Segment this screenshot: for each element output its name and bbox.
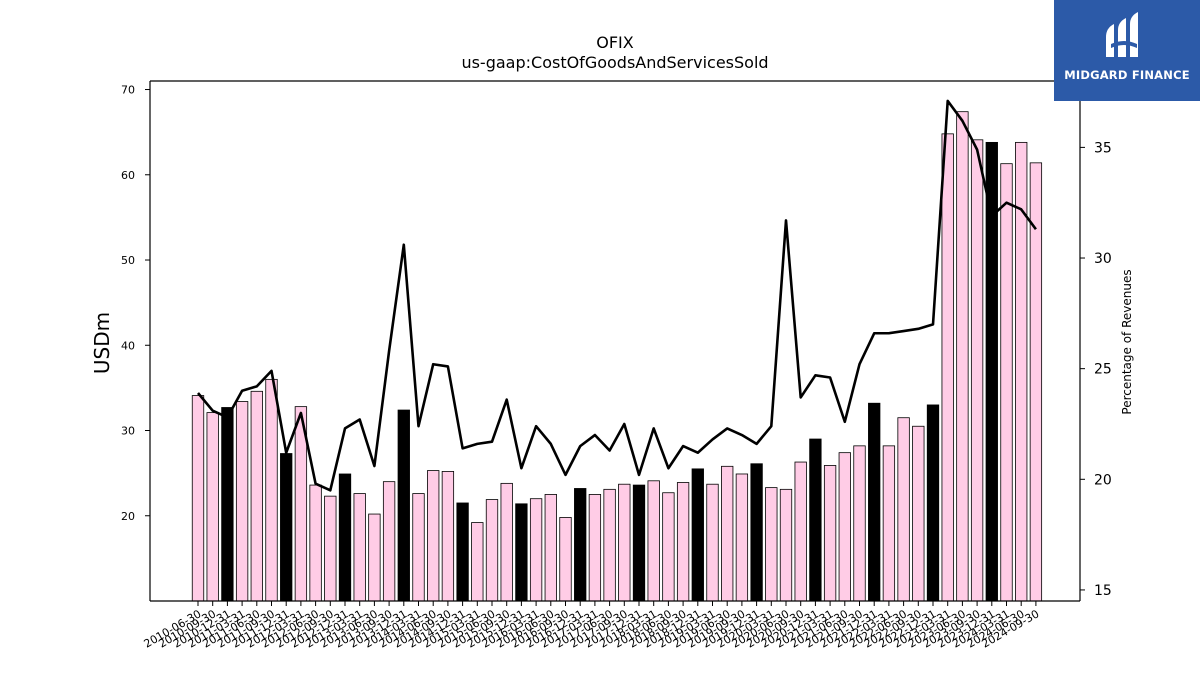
bar-2020-09-30: [794, 461, 807, 602]
bar-2011-12-31: [280, 453, 293, 602]
bar-2013-06-30: [368, 513, 381, 602]
bar-2012-09-30: [324, 495, 337, 602]
bar-2013-09-30: [382, 481, 396, 602]
y-tick-label-right-30: 30: [1094, 251, 1112, 267]
bar-2024-03-31: [1000, 163, 1013, 602]
bar-2022-03-31: [882, 445, 896, 602]
bar-2023-03-31: [941, 133, 954, 602]
bar-2021-09-30: [853, 445, 866, 602]
logo-text: MIDGARD FINANCE: [1064, 68, 1190, 82]
chart-subtitle: us-gaap:CostOfGoodsAndServicesSold: [461, 53, 768, 72]
bar-2020-03-31: [765, 487, 778, 602]
bar-2019-06-30: [721, 465, 734, 602]
y-axis-label-right: Percentage of Revenues: [1120, 269, 1134, 414]
bar-2020-12-31: [809, 438, 822, 602]
bar-2020-06-30: [779, 488, 793, 602]
bar-2021-06-30: [838, 452, 851, 602]
midgard-logo-icon: [1106, 12, 1138, 57]
bar-2017-03-31: [588, 494, 602, 602]
bar-2016-09-30: [559, 517, 572, 602]
bar-2014-09-30: [441, 471, 455, 602]
y-axis-ticks-right: 15 20 25 30 35: [1080, 140, 1112, 599]
bar-2016-12-31: [574, 488, 587, 602]
y-tick-label-right-35: 35: [1094, 140, 1112, 156]
y-axis-label-left: USDm: [90, 312, 114, 374]
chart-title: OFIX: [596, 33, 634, 52]
bar-2012-12-31: [338, 473, 352, 602]
y-tick-label-left-30: 30: [121, 425, 135, 438]
bar-2023-09-30: [970, 139, 984, 602]
bar-2022-06-30: [897, 417, 910, 602]
bar-2016-06-30: [544, 494, 557, 602]
y-axis-ticks-left: 20 30 40 50 60 70: [121, 84, 150, 523]
bar-2015-09-30: [500, 482, 513, 602]
midgard-finance-logo: MIDGARD FINANCE: [1054, 0, 1200, 101]
y-tick-label-left-50: 50: [121, 254, 135, 267]
bar-2016-03-31: [529, 498, 543, 602]
bar-2021-12-31: [868, 402, 881, 602]
y-tick-label-left-20: 20: [121, 510, 135, 523]
bar-2019-09-30: [735, 473, 749, 602]
bar-2018-03-31: [647, 480, 660, 602]
x-axis-ticks: 2010-06-302010-09-302010-12-312011-03-31…: [142, 601, 1041, 651]
bar-series: [191, 111, 1043, 602]
bar-2013-03-31: [353, 493, 366, 602]
y-tick-label-right-25: 25: [1094, 362, 1112, 378]
bar-2017-12-31: [632, 484, 646, 602]
bar-2011-03-31: [235, 401, 249, 602]
y-tick-label-right-20: 20: [1094, 472, 1112, 488]
bar-2017-06-30: [603, 488, 616, 602]
bar-2014-06-30: [427, 470, 440, 602]
bar-2021-03-31: [823, 465, 837, 602]
bar-2022-09-30: [912, 425, 925, 602]
bar-2011-09-30: [265, 378, 278, 602]
bar-2012-06-30: [309, 484, 322, 602]
bar-2019-03-31: [706, 483, 719, 602]
bar-2014-12-31: [456, 502, 469, 602]
bar-2011-06-30: [250, 390, 263, 602]
bar-2015-03-31: [471, 522, 484, 602]
percentage-line: [196, 99, 1037, 492]
bar-2017-09-30: [618, 483, 631, 602]
bar-2010-06-30: [191, 395, 205, 602]
bar-2010-09-30: [206, 412, 219, 602]
bar-2010-12-31: [221, 407, 234, 602]
axes: [149, 80, 1081, 602]
bar-2022-12-31: [926, 404, 940, 602]
bar-2013-12-31: [397, 409, 410, 602]
bar-2015-06-30: [485, 499, 499, 602]
y-tick-label-left-70: 70: [121, 84, 135, 97]
bar-2014-03-31: [412, 493, 425, 602]
y-tick-label-left-60: 60: [121, 169, 135, 182]
bar-2018-06-30: [662, 492, 675, 602]
y-tick-label-left-40: 40: [121, 339, 135, 352]
bar-2019-12-31: [750, 463, 763, 602]
bar-2015-12-31: [515, 503, 528, 602]
bar-2018-12-31: [691, 468, 704, 602]
y-tick-label-right-15: 15: [1094, 583, 1112, 599]
bar-2018-09-30: [676, 482, 690, 602]
bar-2023-06-30: [956, 111, 969, 602]
line-series: [196, 99, 1037, 492]
